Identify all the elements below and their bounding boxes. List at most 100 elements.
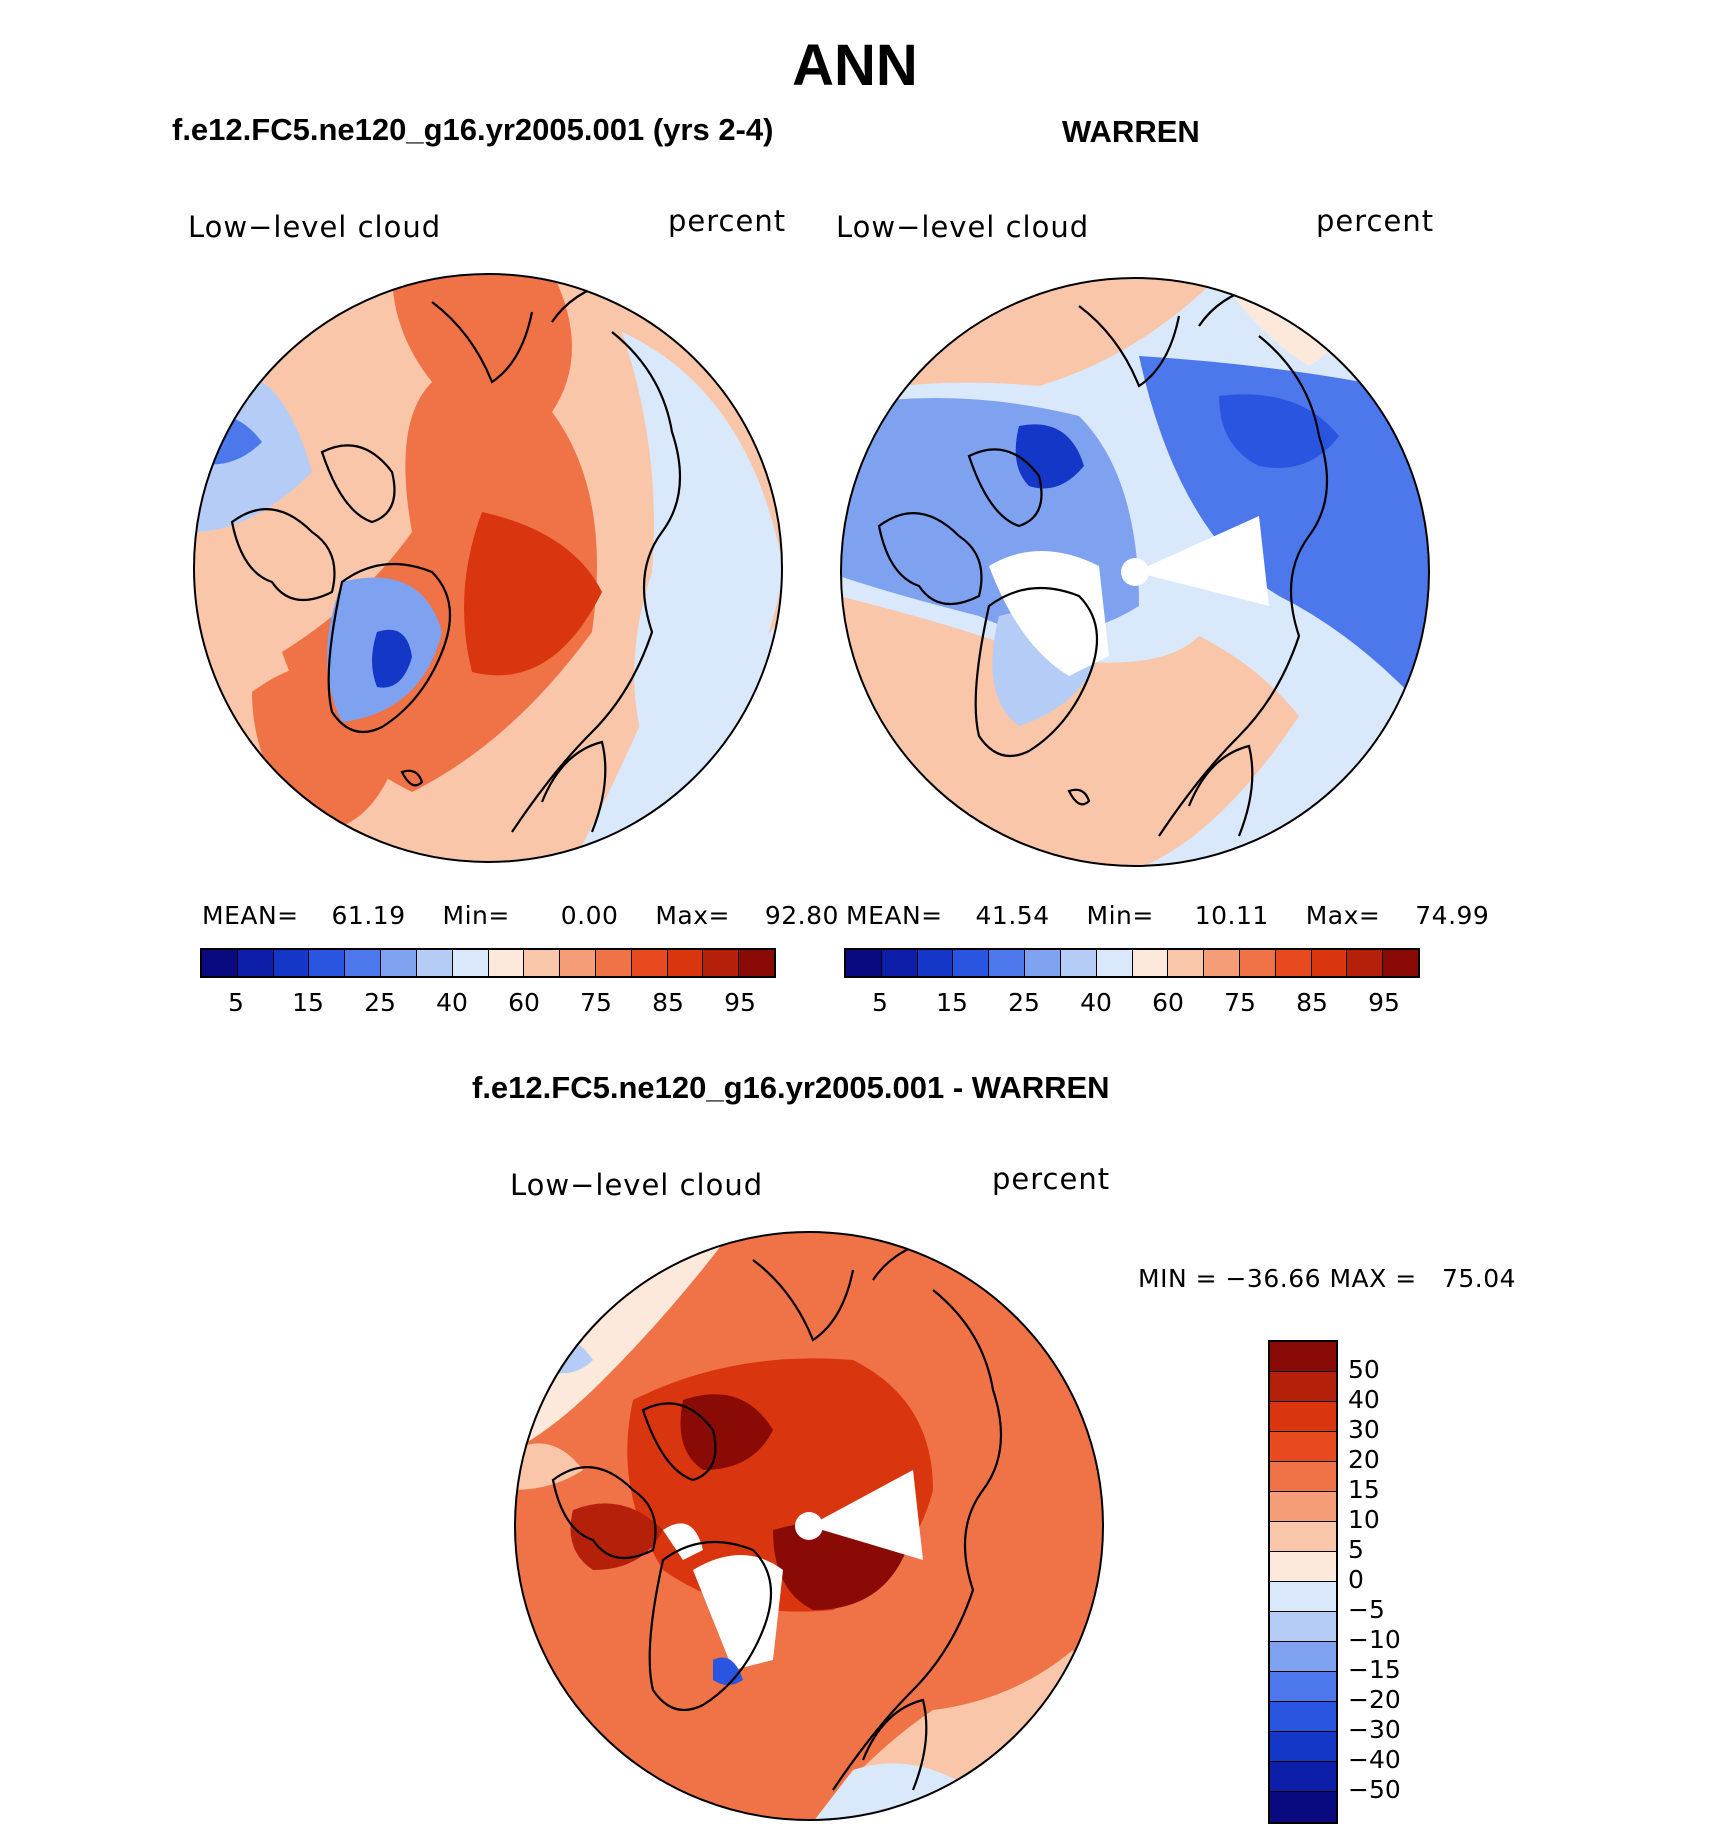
model-variable-label: Low−level cloud [188,210,442,244]
diff-variable-label: Low−level cloud [510,1168,764,1202]
obs-colorbar-swatch [1311,950,1348,976]
obs-colorbar-swatch [917,950,954,976]
diff-small-positive-region-west [515,1443,583,1490]
obs-colorbar-tick-label: 40 [1080,988,1112,1017]
obs-colorbar-swatch [953,950,990,976]
obs-colorbar-ticks: 5 15 25 40 60 75 85 95 [844,988,1420,1018]
obs-cool-core-east [1219,394,1339,468]
diff-missing-data-sector-pole [809,1470,923,1560]
obs-colorbar-tick-label: 25 [1008,988,1040,1017]
diff-colorbar-swatch [1270,1492,1336,1522]
diff-missing-data-sector-greenland [693,1555,783,1670]
obs-max-label: Max= [1305,901,1381,930]
obs-colorbar-swatch [881,950,918,976]
obs-polar-map [840,277,1430,867]
model-colorbar-tick-label: 75 [580,988,612,1017]
model-max-label: Max= [655,901,730,930]
diff-units-label: percent [992,1162,1111,1196]
model-colorbar-swatch [703,950,740,976]
model-mean-label: MEAN= [202,901,299,930]
model-map-border [193,273,783,863]
diff-colorbar-tick-label: −10 [1348,1625,1401,1654]
diff-strongest-positive-core-west [680,1394,773,1470]
diff-colorbar [1268,1340,1338,1824]
diff-minmax-text: MIN = −36.66 MAX = 75.04 [1138,1264,1517,1293]
model-units-label: percent [668,204,787,238]
diff-colorbar-swatch [1270,1462,1336,1492]
diff-colorbar-tick-label: −20 [1348,1685,1401,1714]
model-stats: MEAN= 61.19 Min= 0.00 Max= 92.80 [202,901,839,931]
diff-colorbar-tick-label: 10 [1348,1505,1380,1534]
model-colorbar-swatch [631,950,668,976]
obs-missing-data-sector-greenland [989,551,1109,676]
model-panel-title: f.e12.FC5.ne120_g16.yr2005.001 (yrs 2-4) [172,112,774,147]
obs-colorbar-swatch [1096,950,1133,976]
obs-pole-hole [1121,558,1149,586]
diff-colorbar-swatch [1270,1642,1336,1672]
diff-map-border [514,1231,1104,1821]
diff-colorbar-tick-label: −30 [1348,1715,1401,1744]
diff-polar-map [514,1231,1104,1821]
obs-colorbar-swatch [846,950,882,976]
diff-colorbar-swatch [1270,1402,1336,1432]
obs-colorbar-swatch [1204,950,1240,976]
diff-missing-data-sector-archipelago [663,1523,703,1560]
diff-colorbar-swatch [1270,1432,1336,1462]
model-colorbar-tick-label: 5 [228,988,244,1017]
diff-colorbar-swatch [1270,1372,1336,1402]
diff-colorbar-swatch [1270,1582,1336,1612]
model-greenland-core [372,629,412,688]
model-colorbar-tick-label: 25 [364,988,396,1017]
diff-colorbar-swatch [1270,1732,1336,1762]
obs-stats: MEAN= 41.54 Min= 10.11 Max= 74.99 [846,901,1489,931]
diff-pole-hole [795,1512,823,1540]
diff-colorbar-tick-label: −5 [1348,1595,1385,1624]
diff-colorbar-tick-label: 5 [1348,1535,1364,1564]
obs-colorbar-swatch [1275,950,1312,976]
diff-colorbar-swatch [1270,1522,1336,1552]
diff-colorbar-swatch [1270,1672,1336,1702]
obs-min-value: 10.11 [1194,901,1269,930]
obs-colorbar-tick-label: 75 [1224,988,1256,1017]
model-colorbar-swatch [381,950,417,976]
obs-variable-label: Low−level cloud [836,210,1090,244]
model-colorbar-swatch [416,950,453,976]
obs-missing-data-sector-pole [1135,516,1269,606]
obs-mean-value: 41.54 [975,901,1050,930]
model-colorbar-swatch [202,950,238,976]
model-colorbar-swatch [524,950,561,976]
diff-colorbar-swatch [1270,1762,1336,1792]
obs-cool-region-east [1139,356,1429,716]
diff-coastlines [551,1238,1003,1791]
diff-colorbar-swatch [1270,1792,1336,1822]
model-colorbar [200,948,776,978]
model-polar-map [193,273,783,863]
obs-colorbar-tick-label: 60 [1152,988,1184,1017]
diff-colorbar-swatch [1270,1552,1336,1582]
model-colorbar-tick-label: 60 [508,988,540,1017]
model-colorbar-swatch [452,950,489,976]
obs-colorbar-swatch [1132,950,1169,976]
model-colorbar-tick-label: 95 [724,988,756,1017]
model-colorbar-swatch [667,950,704,976]
diff-colorbar-tick-label: −15 [1348,1655,1401,1684]
figure-title: ANN [792,33,918,98]
diff-panel-title: f.e12.FC5.ne120_g16.yr2005.001 - WARREN [472,1070,1110,1105]
obs-colorbar-swatch [1239,950,1276,976]
obs-min-label: Min= [1086,901,1154,930]
model-colorbar-swatch [595,950,632,976]
model-colorbar-swatch [273,950,310,976]
obs-colorbar-tick-label: 15 [936,988,968,1017]
model-max-value: 92.80 [764,901,839,930]
diff-positive-core-southwest [570,1503,663,1570]
model-colorbar-tick-label: 15 [292,988,324,1017]
model-colorbar-swatch [309,950,346,976]
diff-colorbar-tick-label: 0 [1348,1565,1364,1594]
model-colorbar-tick-label: 40 [436,988,468,1017]
diff-colorbar-tick-label: −40 [1348,1745,1401,1774]
obs-colorbar-tick-label: 5 [872,988,888,1017]
obs-max-value: 74.99 [1415,901,1490,930]
diff-colorbar-tick-label: 15 [1348,1475,1380,1504]
diff-colorbar-ticks: 50 40 30 20 15 10 5 0 −5 −10 −15 −20 −30 −40 −50 [1348,1340,1468,1820]
diff-near-zero-region-south [813,1763,973,1820]
